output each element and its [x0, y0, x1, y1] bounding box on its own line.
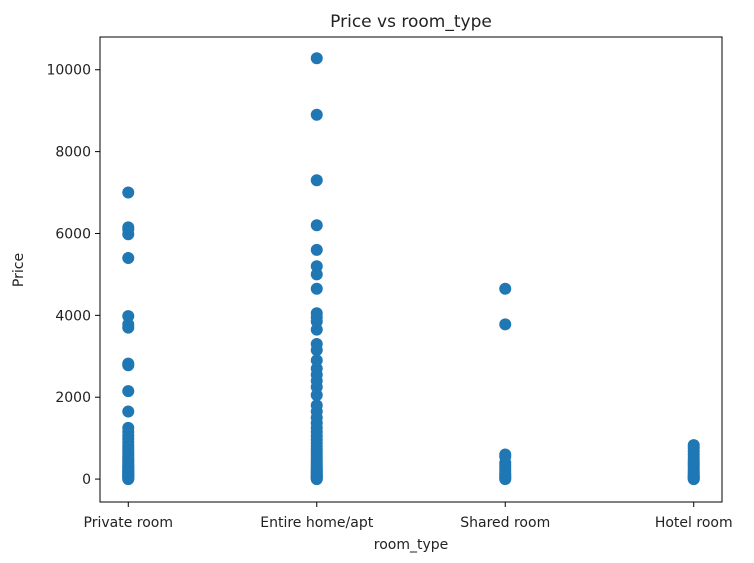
data-point-entire-home-apt [310, 108, 323, 121]
data-point-entire-home-apt [310, 282, 323, 295]
data-point-private-room [122, 421, 135, 434]
plot-frame [99, 36, 723, 503]
data-point-shared-room [499, 318, 512, 331]
x-tick-label-hotel-room: Hotel room [655, 515, 733, 531]
y-tick-label: 8000 [55, 145, 91, 161]
x-tick-label-shared-room: Shared room [460, 515, 550, 531]
data-point-entire-home-apt [310, 399, 323, 412]
data-point-private-room [122, 310, 135, 323]
y-axis: 0 2000 4000 6000 8000 10000 [46, 63, 100, 488]
x-tick-label-private-room: Private room [84, 515, 173, 531]
data-point-private-room [122, 186, 135, 199]
y-tick-label: 4000 [55, 308, 91, 324]
data-point-entire-home-apt [310, 52, 323, 65]
data-point-private-room [122, 405, 135, 418]
y-tick-label: 10000 [46, 63, 91, 79]
data-point-shared-room [499, 448, 512, 461]
data-point-hotel-room [687, 439, 700, 452]
y-tick-label: 0 [82, 472, 91, 488]
data-point-entire-home-apt [310, 354, 323, 367]
data-point-entire-home-apt [310, 260, 323, 273]
data-point-private-room [122, 357, 135, 370]
data-point-shared-room [499, 282, 512, 295]
y-tick-label: 2000 [55, 390, 91, 406]
data-point-private-room [122, 252, 135, 265]
chart-title: Price vs room_type [330, 12, 492, 32]
x-tick-label-entire-home-apt: Entire home/apt [260, 515, 373, 531]
data-point-entire-home-apt [310, 174, 323, 187]
data-point-entire-home-apt [310, 243, 323, 256]
data-point-entire-home-apt [310, 337, 323, 350]
data-points [122, 52, 700, 486]
y-axis-label: Price [11, 253, 27, 287]
data-point-private-room [122, 221, 135, 234]
y-tick-label: 6000 [55, 226, 91, 242]
x-axis-label: room_type [374, 537, 449, 553]
data-point-entire-home-apt [310, 219, 323, 232]
data-point-entire-home-apt [310, 307, 323, 320]
x-axis: Private room Entire home/apt Shared room Ho… [84, 502, 733, 531]
data-point-private-room [122, 385, 135, 398]
